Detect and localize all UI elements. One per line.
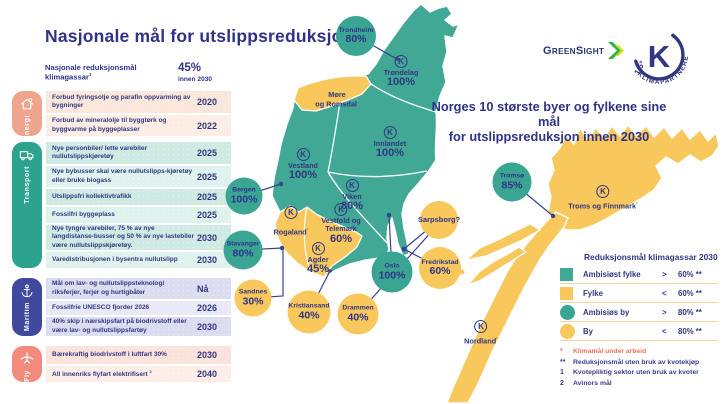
map-label-vestland: K Vestland 100%	[287, 148, 319, 182]
goal-table: Energi Forbud fyringsolje og parafin opp…	[12, 91, 231, 382]
map-label-innlandet: K Innlandet 100%	[373, 126, 407, 160]
table-row: Forbud av mineralolje til byggtørk og by…	[46, 115, 231, 136]
border-innlandet-viken	[327, 170, 428, 178]
footnote: * Klimamål under arbeid	[560, 348, 647, 355]
sector-transport-pill: Transport	[12, 142, 42, 268]
table-row: Nye bybusser skal være nullutslipps-kjør…	[46, 166, 231, 187]
map-label-agder: K Agder 45%	[306, 242, 330, 276]
table-row: Bærekraftig biodrivstoff i luftfart 30% …	[46, 346, 231, 364]
region-lofoten-arm-2	[467, 246, 527, 286]
table-row: All innenriks flyfart elektrifisert 2 20…	[46, 366, 231, 382]
greensight-chevron-icon	[608, 42, 625, 59]
city-circle-fredrikstad: Fredrikstad 60%	[419, 247, 461, 289]
truck-icon	[19, 151, 34, 161]
map-label-troms-finnmark: K Troms og Finnmark*	[568, 185, 638, 211]
klimapartnere-k-icon: K	[394, 55, 408, 68]
sector-energi: Energi Forbud fyringsolje og parafin opp…	[12, 91, 231, 140]
legend-item: Ambisiøst fylke > 60% **	[560, 265, 718, 284]
sector-transport: Transport Nye personbiler/ lette varebil…	[12, 142, 231, 268]
border-vestland-innlandet	[327, 101, 341, 173]
table-row: Forbud fyringsolje og parafin oppvarming…	[46, 91, 231, 113]
table-row: Fossilfrie UNESCO fjorder 2026 2026	[46, 301, 231, 315]
yellow-square-swatch	[560, 286, 573, 300]
national-goal-value: 45%	[178, 62, 202, 74]
map-label-viken: K Viken 80%	[340, 179, 364, 213]
region-troms-finnmark	[547, 124, 720, 231]
sector-energi-pill: Energi	[12, 91, 42, 140]
table-row: Varedistribusjonen i bysentra nullutslip…	[46, 252, 231, 268]
plane-icon	[20, 352, 34, 364]
klimapartnere-k-icon: K	[296, 148, 310, 161]
city-circle-trondheim: Trondheim 80%	[336, 16, 376, 56]
city-circle-bergen: Bergen 100%	[225, 177, 263, 215]
greensight-logo: G REEN S IGHT	[543, 42, 627, 60]
map-subtitle: Norges 10 største byer og fylkene sine m…	[431, 99, 667, 145]
map-label-nordland: K Nordland*	[464, 320, 498, 346]
city-circle-tromso: Tromsø 85%	[492, 162, 532, 202]
footnote: 1 Kvotepliktig sektor uten bruk av kvote…	[560, 369, 699, 377]
footnote: 2 Avinors mål	[560, 379, 612, 387]
map-label-trondelag: K Trøndelag 100%	[383, 55, 419, 89]
legend-item: By < 80% **	[560, 322, 718, 341]
table-row: Fossilfri byggeplass 2025	[46, 207, 231, 223]
national-goal-label: Nasjonale reduksjonsmål klimagassar1	[45, 63, 137, 82]
legend-item: Fylke < 60% **	[560, 284, 718, 303]
klimapartnere-k-icon: K	[383, 126, 397, 139]
table-row: 40% skip i nærskipsfart på biodrivstoff …	[46, 317, 231, 336]
region-more-og-romsdal	[293, 75, 372, 112]
footnotes: * Klimamål under arbeid ** Reduksjonsmål…	[560, 348, 720, 391]
map-label-rogaland: K Rogaland*	[273, 206, 309, 237]
national-goal: Nasjonale reduksjonsmål klimagassar1 45%…	[45, 62, 213, 83]
teal-square-swatch	[560, 267, 573, 281]
table-row: Utslippsfri kollektivtrafikk 2025	[46, 189, 231, 205]
border-trondelag-innlandet	[370, 83, 437, 113]
klimapartnere-k-icon: K	[345, 179, 359, 192]
klimapartnere-k-icon: K	[311, 242, 325, 255]
yellow-circle-swatch	[560, 323, 575, 339]
footnote: ** Reduksjonsmål uten bruk av kvotekjøp	[560, 358, 700, 366]
city-circle-sandnes: Sandnes 30%	[234, 279, 272, 317]
legend-item: Ambisiøs by > 80% **	[560, 303, 718, 322]
legend-title: Reduksjonsmål klimagassar 2030	[584, 252, 718, 262]
region-nordland	[446, 211, 569, 404]
border-viken-vestfold	[327, 171, 389, 245]
table-row: Mål om lav- og nullutslippsteknologi rik…	[46, 278, 231, 299]
map-label-more-romsdal: Møre og Romsdal*	[315, 90, 359, 109]
klimapartnere-badge: KLIMAPARTNERE K 1.5°	[632, 33, 689, 86]
table-row: Nye tyngre varebiler, 75 % av nye langdi…	[46, 225, 231, 250]
legend: Reduksjonsmål klimagassar 2030 Ambisiøst…	[560, 252, 718, 341]
city-circle-stavanger: Stavanger 80%	[223, 230, 263, 270]
klimapartnere-k-icon: K	[596, 185, 610, 198]
region-lofoten-arm-1	[465, 223, 541, 261]
city-circle-drammen: Drammen 40%	[337, 293, 379, 335]
sector-fly: Fly Bærekraftig biodrivstoff i luftfart …	[12, 346, 231, 382]
sector-maritim: Maritim Mål om lav- og nullutslippstekno…	[12, 278, 231, 336]
sector-fly-pill: Fly	[12, 346, 42, 382]
klimapartnere-k-icon: K	[284, 206, 298, 219]
anchor-icon	[21, 284, 33, 298]
table-row: Nye personbiler/ lette varebiler nulluts…	[46, 142, 231, 164]
klimapartnere-k-icon: K	[474, 320, 488, 333]
city-circle-oslo: Oslo 100%	[371, 251, 413, 293]
badge-arc	[634, 33, 685, 81]
city-circle-sarpsborg: Sarpsborg?	[418, 201, 460, 239]
border-rogaland-agder	[303, 206, 311, 271]
map-label-vestfold-telemark: K Vestfold og Telemark 60%	[321, 203, 361, 245]
city-circle-kristiansand: Kristiansand 40%	[287, 290, 331, 334]
sector-maritim-pill: Maritim	[12, 278, 42, 336]
national-goal-deadline: innen 2030	[178, 75, 213, 83]
page-title: Nasjonale mål for utslippsreduksjon	[45, 26, 354, 46]
klimapartnere-k-icon: K	[334, 203, 348, 216]
badge-k-letter: K	[648, 39, 671, 74]
house-icon	[21, 98, 33, 110]
teal-circle-swatch	[560, 304, 575, 320]
